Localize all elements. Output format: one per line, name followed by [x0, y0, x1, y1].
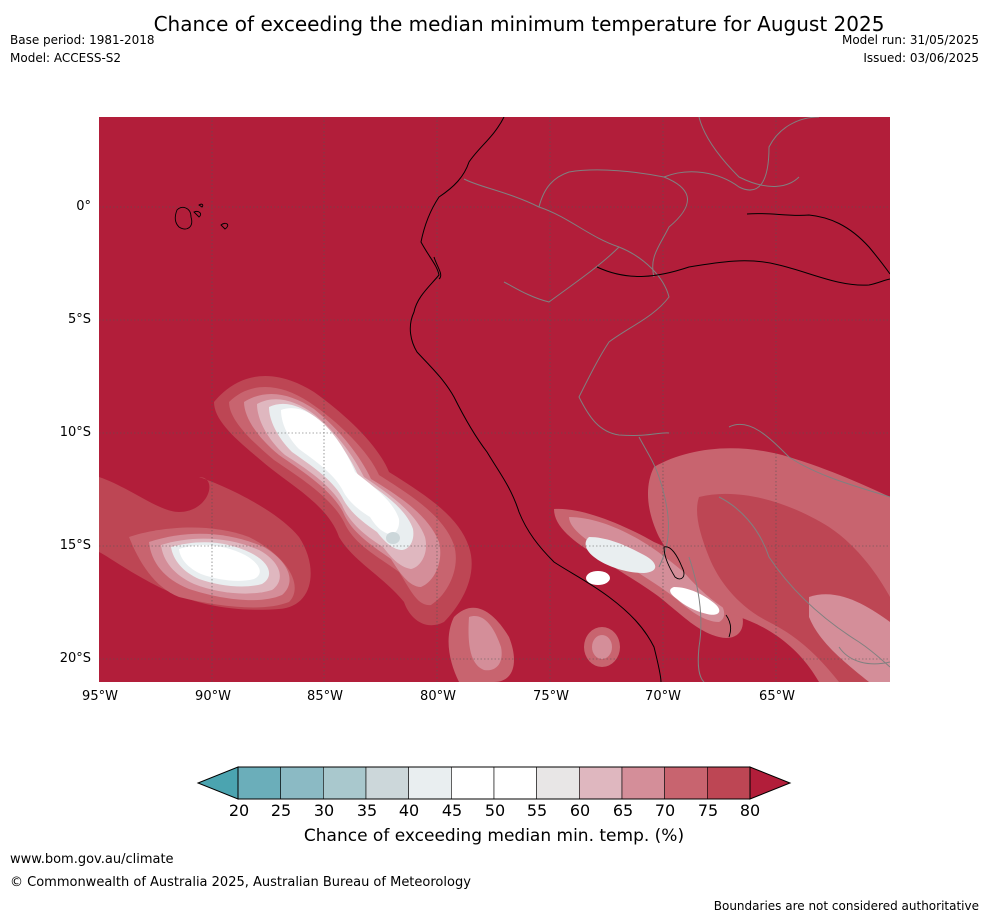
colorbar-swatch [280, 766, 324, 800]
issued-date: Issued: 03/06/2025 [863, 51, 979, 65]
lon-label: 65°W [759, 689, 795, 704]
colorbar-swatch [621, 766, 665, 800]
base-period: Base period: 1981-2018 [10, 33, 155, 47]
lat-label: 0° [76, 199, 91, 214]
colorbar-low-arrow [196, 766, 239, 800]
footer-url: www.bom.gov.au/climate [10, 852, 174, 867]
colorbar-swatch [237, 766, 281, 800]
colorbar [196, 766, 792, 800]
colorbar-tick: 65 [612, 801, 634, 820]
lon-label: 95°W [82, 689, 118, 704]
colorbar-tick: 40 [398, 801, 420, 820]
colorbar-tick: 20 [228, 801, 250, 820]
coastal-anomaly [448, 508, 743, 682]
colorbar-tick: 25 [270, 801, 292, 820]
colorbar-tick: 75 [697, 801, 719, 820]
colorbar-swatch [664, 766, 708, 800]
lat-label: 10°S [59, 425, 91, 440]
country-borders [463, 117, 890, 682]
meta-right: Model run: 31/05/2025 Issued: 03/06/2025 [842, 31, 979, 67]
colorbar-tick: 45 [441, 801, 463, 820]
colorbar-tick: 30 [313, 801, 335, 820]
colorbar-swatch [408, 766, 452, 800]
colorbar-swatch [323, 766, 367, 800]
colorbar-swatch [707, 766, 751, 800]
probability-map [99, 117, 890, 682]
model-run: Model run: 31/05/2025 [841, 33, 979, 47]
colorbar-swatch [493, 766, 537, 800]
model-name: Model: ACCESS-S2 [10, 51, 122, 65]
colorbar-swatches [237, 766, 751, 800]
colorbar-tick: 70 [654, 801, 676, 820]
colorbar-tick: 60 [569, 801, 591, 820]
lat-label: 5°S [67, 312, 91, 327]
lat-label: 20°S [59, 651, 91, 666]
colorbar-tick: 50 [484, 801, 506, 820]
inland-anomaly [647, 448, 890, 682]
colorbar-tick: 80 [739, 801, 761, 820]
colorbar-swatch [365, 766, 409, 800]
meta-left: Base period: 1981-2018 Model: ACCESS-S2 [10, 31, 155, 67]
graticule [99, 117, 890, 682]
lon-label: 85°W [307, 689, 343, 704]
ocean-anomaly-central [214, 375, 472, 626]
lon-label: 75°W [533, 689, 569, 704]
ocean-anomaly-west [99, 477, 311, 610]
colorbar-label: Chance of exceeding median min. temp. (%… [303, 826, 685, 846]
footer-copyright: © Commonwealth of Australia 2025, Austra… [10, 875, 471, 890]
lat-label: 15°S [59, 538, 91, 553]
map-title: Chance of exceeding the median minimum t… [153, 12, 885, 36]
islands [174, 203, 732, 638]
colorbar-tick: 35 [356, 801, 378, 820]
footer-note: Boundaries are not considered authoritat… [713, 899, 979, 913]
lon-label: 80°W [420, 689, 456, 704]
coastline [409, 117, 890, 682]
colorbar-swatch [451, 766, 495, 800]
colorbar-tick: 55 [526, 801, 548, 820]
lon-label: 90°W [195, 689, 231, 704]
lon-label: 70°W [645, 689, 681, 704]
colorbar-swatch [579, 766, 623, 800]
colorbar-high-arrow [749, 766, 792, 800]
colorbar-swatch [536, 766, 580, 800]
